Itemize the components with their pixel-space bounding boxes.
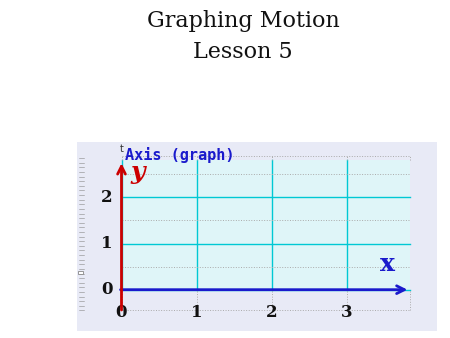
Text: 2: 2 [266,304,277,320]
Text: y: y [131,160,145,184]
Text: Axis (graph): Axis (graph) [125,147,235,163]
Text: x: x [380,252,395,276]
Text: Graphing Motion
Lesson 5: Graphing Motion Lesson 5 [147,10,339,63]
Bar [78,271,82,273]
Text: 0: 0 [101,281,112,298]
Text: 1: 1 [101,235,112,252]
Text: 3: 3 [341,304,352,320]
Text: 2: 2 [101,189,112,206]
Text: t: t [120,144,123,154]
Text: 1: 1 [191,304,202,320]
Text: 0: 0 [116,304,127,320]
Bar [122,161,410,290]
